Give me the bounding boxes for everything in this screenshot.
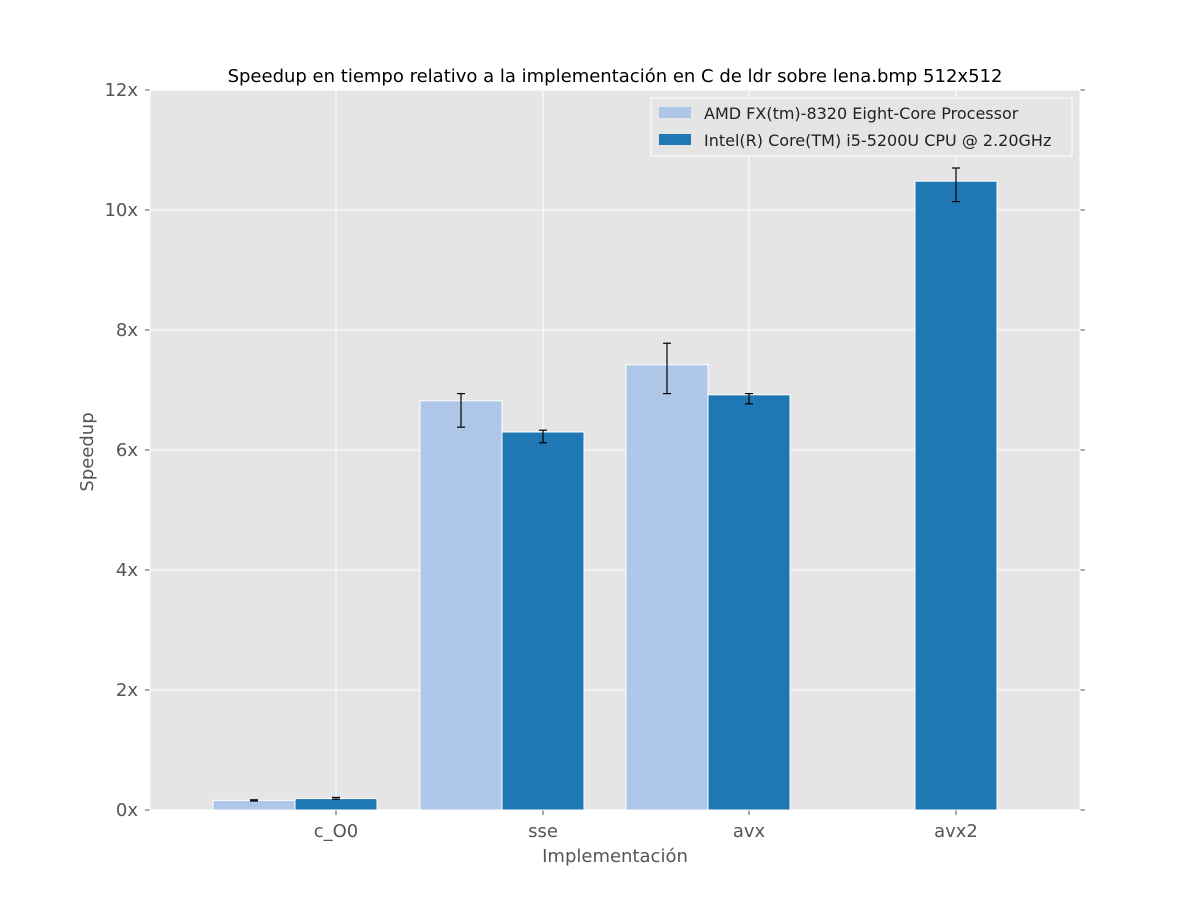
axis-ticks [145, 89, 1085, 815]
bar-intel-c_O0 [294, 798, 378, 811]
bar-intel-avx [707, 394, 791, 811]
y-tick-label: 2x [116, 680, 138, 701]
legend-swatch-amd [659, 107, 691, 118]
y-tick-labels: 0x 2x 4x 6x 8x 10x 12x [104, 80, 138, 821]
y-tick-label: 10x [104, 200, 138, 221]
x-tick-label: sse [528, 821, 558, 842]
y-tick-label: 12x [104, 80, 138, 101]
bar-amd-c_O0 [212, 799, 296, 811]
x-tick-labels: c_O0 sse avx avx2 [314, 821, 978, 842]
y-axis-title: Speedup [77, 412, 98, 491]
legend-label-amd: AMD FX(tm)-8320 Eight-Core Processor [704, 104, 1019, 123]
y-tick-label: 8x [116, 320, 138, 341]
plot-frame [149, 89, 1081, 811]
legend-swatch-intel [659, 134, 691, 145]
legend-label-intel: Intel(R) Core(TM) i5-5200U CPU @ 2.20GHz [704, 131, 1051, 150]
x-tick-label: c_O0 [314, 821, 359, 842]
bar-intel-sse [501, 431, 585, 811]
chart-title: Speedup en tiempo relativo a la implemen… [228, 66, 1003, 87]
bars [212, 180, 998, 811]
legend-box [650, 97, 1073, 157]
x-tick-label: avx [733, 821, 766, 842]
x-axis-title: Implementación [542, 846, 688, 867]
bar-amd-sse [419, 400, 503, 811]
y-tick-label: 4x [116, 560, 138, 581]
bar-intel-avx2 [914, 180, 998, 811]
x-tick-label: avx2 [934, 821, 978, 842]
bar-amd-avx [625, 364, 709, 811]
error-bars [250, 167, 960, 802]
y-tick-label: 6x [116, 440, 138, 461]
legend: AMD FX(tm)-8320 Eight-Core Processor Int… [650, 97, 1073, 157]
y-tick-label: 0x [116, 800, 138, 821]
